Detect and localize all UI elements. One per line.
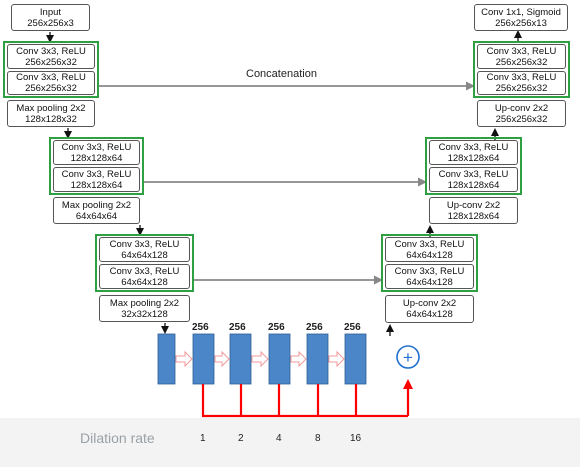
- box-line2: 64x64x128: [121, 249, 168, 261]
- box-line1: Input: [39, 6, 62, 18]
- dilation-rate-value: 2: [238, 433, 244, 444]
- channel-label: 256: [268, 322, 285, 333]
- box-line2: 256x256x32: [25, 83, 77, 94]
- box-line2: 256x256x32: [495, 83, 548, 94]
- box-line2: 128x128x32: [25, 113, 77, 125]
- box-line2: 128x128x64: [70, 152, 123, 164]
- conv-box: Conv 3x3, ReLU 128x128x64: [53, 167, 140, 192]
- box-line2: 64x64x128: [406, 249, 453, 261]
- decoder-level1-group: [473, 41, 570, 98]
- conv-box: Conv 3x3, ReLU 64x64x128: [99, 264, 190, 289]
- box-line2: 64x64x128: [406, 309, 453, 320]
- box-line1: Conv 3x3, ReLU: [109, 265, 180, 277]
- box-line2: 128x128x64: [447, 179, 500, 191]
- box-line1: Conv 3x3, ReLU: [16, 45, 86, 57]
- dilated-conv-block-3: [268, 333, 291, 385]
- box-line1: Conv 3x3, ReLU: [61, 141, 132, 153]
- conv-box: Conv 3x3, ReLU 64x64x128: [385, 264, 474, 289]
- dilated-conv-block-2: [229, 333, 252, 385]
- sum-operator-icon: [396, 345, 420, 369]
- conv-box: Conv 3x3, ReLU 128x128x64: [429, 167, 518, 192]
- encoder-level1-group: [3, 41, 99, 98]
- box-line2: 128x128x64: [70, 179, 123, 191]
- dilation-rate-value: 1: [200, 433, 206, 444]
- box-line1: Up-conv 2x2: [494, 102, 549, 114]
- concatenation-label: Concatenation: [246, 68, 317, 80]
- box-line2: 256x256x32: [495, 113, 548, 125]
- dilation-rate-label: Dilation rate: [80, 430, 155, 446]
- box-line1: Max pooling 2x2: [16, 102, 86, 114]
- channel-label: 256: [192, 322, 209, 333]
- decoder-level2-group: [425, 137, 522, 195]
- box-line1: Conv 1x1, Sigmoid: [481, 6, 561, 18]
- sum-symbol: +: [403, 348, 413, 367]
- conv-box: Conv 3x3, ReLU 256x256x32: [7, 71, 95, 95]
- box-line1: Conv 3x3, ReLU: [486, 72, 557, 83]
- conv-box: Conv 3x3, ReLU 256x256x32: [7, 44, 95, 69]
- box-line1: Conv 3x3, ReLU: [394, 265, 465, 277]
- box-line1: Conv 3x3, ReLU: [486, 45, 557, 57]
- dilation-rate-value: 4: [276, 433, 282, 444]
- decoder-level3-group: [381, 234, 478, 292]
- bottleneck-input-block: [157, 333, 176, 385]
- box-line2: 128x128x64: [447, 210, 500, 222]
- dilation-rate-value: 8: [315, 433, 321, 444]
- box-line2: 32x32x128: [121, 308, 168, 320]
- box-line1: Conv 3x3, ReLU: [394, 238, 465, 250]
- box-line1: Conv 3x3, ReLU: [109, 238, 180, 250]
- box-line2: 128x128x64: [447, 152, 500, 164]
- upconv-box: Up-conv 2x2 64x64x128: [385, 295, 474, 323]
- conv-box: Conv 3x3, ReLU 256x256x32: [477, 44, 566, 69]
- box-line1: Conv 3x3, ReLU: [16, 72, 86, 83]
- channel-label: 256: [229, 322, 246, 333]
- box-line1: Conv 3x3, ReLU: [61, 168, 132, 180]
- box-line2: 256x256x32: [495, 56, 548, 68]
- box-line1: Conv 3x3, ReLU: [438, 141, 509, 153]
- box-line2: 64x64x128: [406, 276, 453, 288]
- pink-flow-arrow: [328, 350, 345, 368]
- pink-flow-arrow: [251, 350, 269, 368]
- encoder-level3-group: [95, 234, 194, 292]
- pink-flow-arrow: [290, 350, 307, 368]
- conv-box: Conv 3x3, ReLU 128x128x64: [429, 140, 518, 165]
- box-line2: 64x64x64: [75, 210, 118, 222]
- dilated-conv-block-1: [192, 333, 215, 385]
- maxpool-box: Max pooling 2x2 32x32x128: [99, 295, 190, 322]
- pink-flow-arrow: [214, 350, 230, 368]
- channel-label: 256: [306, 322, 323, 333]
- conv-box: Conv 3x3, ReLU 128x128x64: [53, 140, 140, 165]
- pink-flow-arrow: [175, 350, 193, 368]
- channel-label: 256: [344, 322, 361, 333]
- upconv-box: Up-conv 2x2 128x128x64: [429, 197, 518, 224]
- input-box: Input 256x256x3: [11, 4, 90, 31]
- box-line2: 64x64x128: [121, 276, 168, 288]
- maxpool-box: Max pooling 2x2 64x64x64: [53, 197, 140, 224]
- box-line2: 256x256x32: [25, 56, 77, 68]
- box-line2: 256x256x3: [27, 17, 74, 29]
- dilated-conv-block-5: [344, 333, 367, 385]
- encoder-level2-group: [49, 137, 144, 195]
- conv-box: Conv 3x3, ReLU 64x64x128: [385, 237, 474, 262]
- box-line1: Max pooling 2x2: [109, 297, 180, 309]
- conv-box: Conv 3x3, ReLU 64x64x128: [99, 237, 190, 262]
- box-line1: Up-conv 2x2: [402, 298, 457, 309]
- output-box: Conv 1x1, Sigmoid 256x256x13: [474, 4, 568, 31]
- upconv-box: Up-conv 2x2 256x256x32: [477, 100, 566, 127]
- conv-box: Conv 3x3, ReLU 256x256x32: [477, 71, 566, 95]
- box-line1: Up-conv 2x2: [446, 199, 501, 211]
- maxpool-box: Max pooling 2x2 128x128x32: [7, 100, 95, 127]
- box-line2: 256x256x13: [495, 17, 547, 29]
- bottom-panel-background: [0, 418, 580, 467]
- box-line1: Conv 3x3, ReLU: [438, 168, 509, 180]
- box-line1: Max pooling 2x2: [61, 199, 132, 211]
- dilated-conv-block-4: [306, 333, 329, 385]
- dilation-rate-value: 16: [350, 433, 362, 444]
